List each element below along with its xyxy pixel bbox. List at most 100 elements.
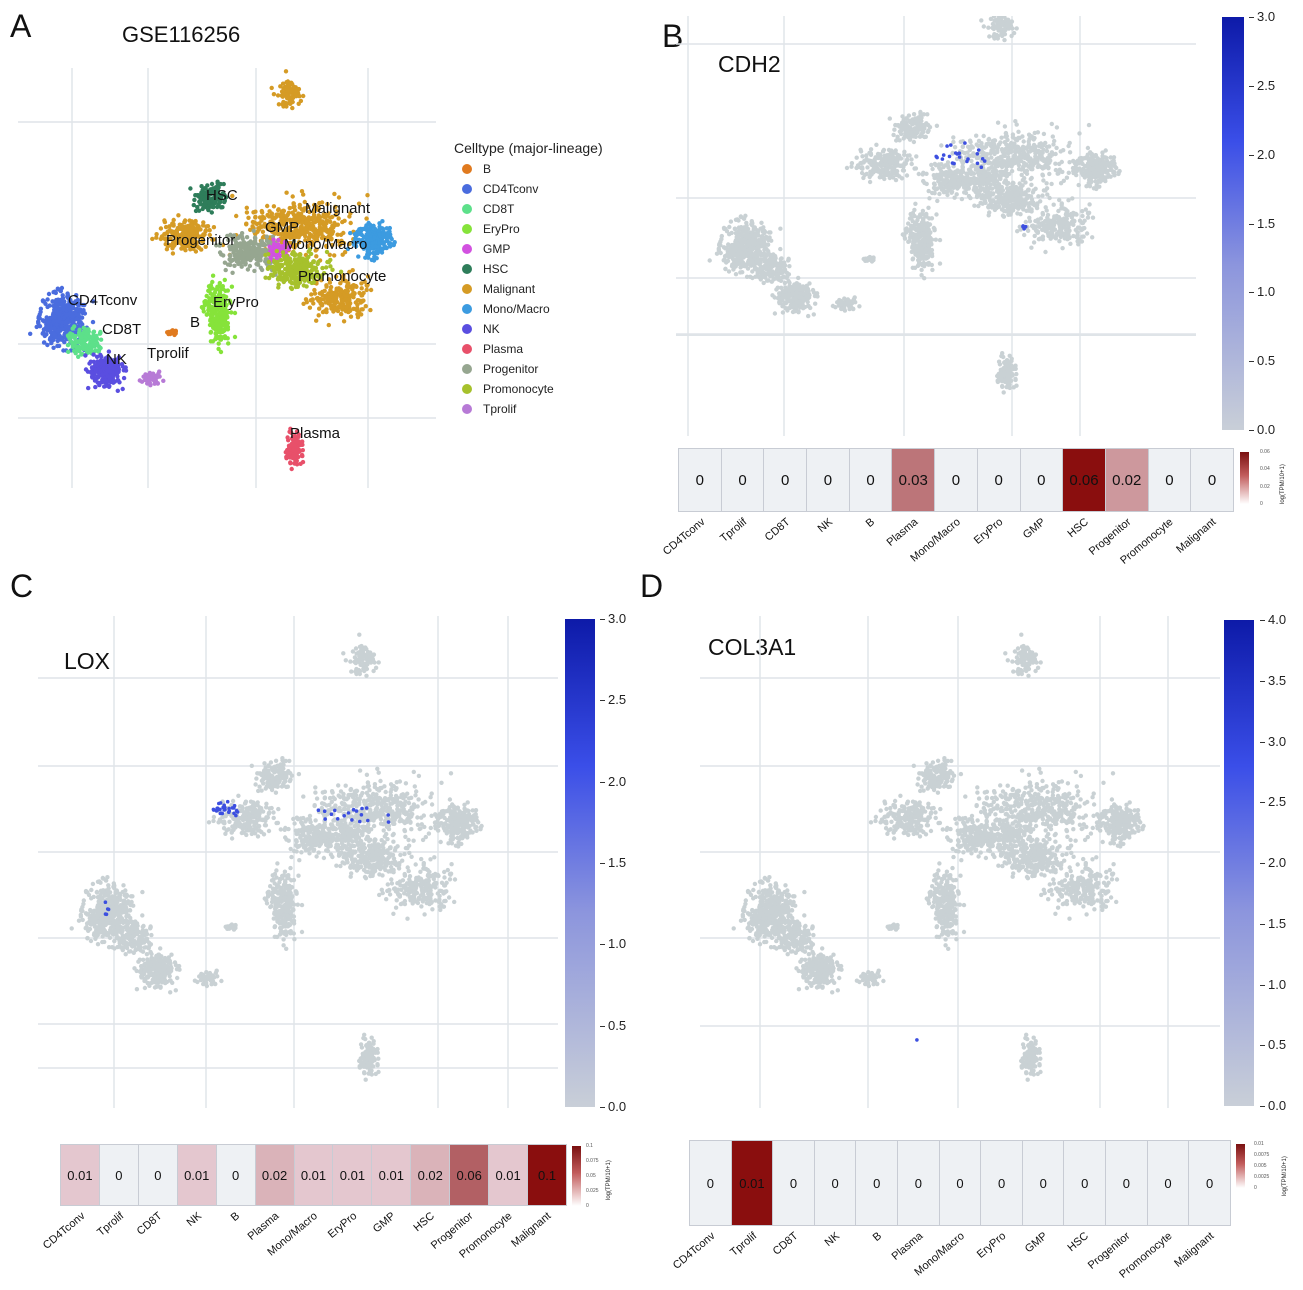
cell-point [1062, 216, 1067, 221]
cell-point [986, 166, 991, 172]
cell-point [897, 138, 902, 143]
cell-point [384, 238, 390, 244]
cell-point [320, 293, 325, 298]
cell-point [1051, 222, 1057, 228]
cell-point [1094, 164, 1100, 169]
cell-point [244, 221, 249, 226]
cell-point [303, 267, 309, 273]
cell-point [1050, 152, 1055, 157]
cell-point [336, 304, 342, 309]
cell-point [271, 266, 276, 271]
cell-point [987, 210, 992, 215]
cell-point [196, 208, 202, 213]
legend-swatch [462, 204, 472, 214]
cell-point [1022, 155, 1028, 161]
cell-point [218, 192, 223, 198]
cell-point [220, 329, 225, 335]
cell-point [216, 202, 221, 207]
cell-point [1030, 167, 1035, 172]
cell-point [233, 254, 239, 259]
cell-point [265, 203, 270, 209]
cell-point [952, 145, 958, 150]
cell-point [345, 300, 350, 305]
cell-point [347, 284, 352, 290]
cell-point [1094, 186, 1099, 192]
cell-point [355, 312, 360, 317]
cell-point [237, 250, 243, 255]
cell-point [990, 161, 996, 166]
cell-point [265, 226, 271, 232]
cell-point [327, 252, 332, 257]
cell-point [70, 326, 75, 331]
cell-point [279, 216, 285, 221]
cell-point [327, 280, 333, 285]
cell-point [1088, 159, 1093, 164]
cell-point [319, 275, 324, 280]
cell-point [941, 164, 946, 170]
cluster-label: CD4Tconv [68, 292, 138, 309]
cell-point [878, 152, 883, 158]
cell-point [176, 240, 182, 245]
cell-point [291, 244, 296, 249]
cell-point [45, 320, 51, 325]
cell-point [262, 242, 268, 248]
cell-point [317, 299, 323, 304]
cell-point [920, 172, 925, 177]
cell-point [865, 165, 870, 170]
cell-point [343, 296, 349, 301]
cell-point [981, 151, 986, 156]
cell-point [916, 115, 921, 120]
cell-point [909, 157, 914, 162]
cell-point [334, 209, 339, 214]
cell-point [981, 24, 986, 29]
cell-point [310, 297, 315, 302]
cell-point [170, 251, 176, 256]
cell-point [182, 219, 187, 225]
cell-point [305, 263, 310, 268]
cell-point [1056, 171, 1061, 176]
cell-point [1067, 160, 1072, 165]
legend-label: CD8T [483, 202, 515, 216]
legend-label: NK [483, 322, 500, 336]
cell-point [266, 259, 272, 265]
cell-point [890, 165, 896, 171]
cell-point [271, 237, 276, 242]
cell-point [1011, 30, 1017, 36]
cell-point [37, 324, 43, 329]
cell-point [981, 194, 986, 199]
cell-point [208, 330, 213, 335]
cell-point [1021, 139, 1026, 144]
cell-point [999, 135, 1004, 140]
cell-point [287, 244, 292, 249]
cell-point [1023, 219, 1028, 225]
cell-point [1100, 153, 1105, 159]
cell-point [309, 234, 315, 239]
cell-point [59, 337, 64, 342]
cell-point [1080, 220, 1085, 226]
cell-point [990, 145, 996, 151]
cell-point [976, 193, 981, 198]
cell-point [244, 252, 250, 257]
cell-point [326, 277, 332, 282]
cluster-label: NK [106, 351, 127, 368]
cell-point [347, 241, 352, 247]
cell-point [1000, 197, 1005, 202]
cell-point [275, 93, 281, 98]
cell-point [227, 298, 232, 303]
cell-point [355, 229, 360, 234]
cell-point [1100, 169, 1105, 174]
cell-point [969, 158, 974, 164]
cell-point [279, 240, 284, 245]
cell-point [1075, 158, 1080, 163]
cell-point [310, 215, 315, 221]
cell-point [1058, 181, 1064, 186]
cell-point [42, 333, 47, 339]
cell-point [1049, 121, 1054, 127]
cell-point [317, 215, 323, 220]
cell-point [216, 341, 221, 346]
cell-point [1083, 207, 1088, 212]
cell-point [290, 105, 295, 111]
cell-point [319, 303, 324, 308]
cell-point [356, 254, 361, 259]
cell-point [299, 229, 304, 234]
